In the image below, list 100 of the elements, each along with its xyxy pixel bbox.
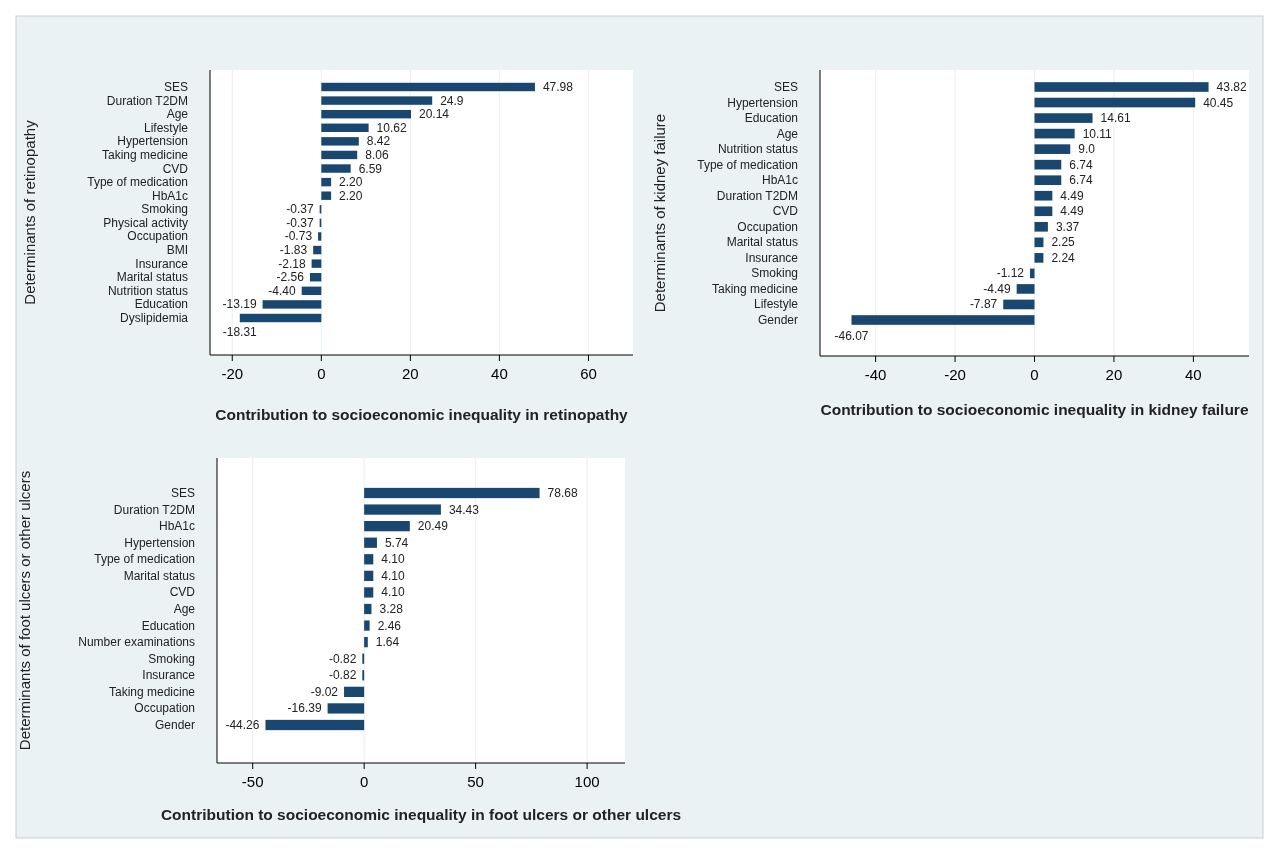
data-label: 9.0	[1078, 142, 1096, 157]
data-label: -46.07	[834, 328, 869, 343]
data-label: 10.11	[1082, 126, 1113, 141]
data-label: 4.10	[381, 568, 405, 583]
bar	[311, 259, 322, 268]
bar	[265, 719, 365, 731]
y-tick-label: CVD	[772, 204, 799, 219]
data-label: -0.37	[286, 215, 314, 230]
y-tick-label: Education	[744, 111, 798, 126]
data-label: -1.12	[996, 266, 1025, 281]
bar	[1034, 190, 1053, 201]
data-label: 47.98	[542, 80, 574, 94]
bar	[321, 109, 411, 119]
bar	[239, 313, 322, 323]
data-label: 3.37	[1055, 219, 1080, 234]
data-label: 8.42	[366, 134, 391, 149]
y-tick-label: SES	[773, 80, 798, 94]
data-label: 4.49	[1060, 204, 1085, 219]
y-tick-label: Age	[166, 107, 189, 122]
y-tick-label: Type of medication	[697, 157, 798, 172]
data-label: 10.62	[376, 120, 407, 135]
x-tick-label: 100	[574, 773, 600, 790]
y-tick-label: HbA1c	[151, 188, 188, 203]
y-tick-label: CVD	[162, 161, 189, 176]
data-label: 34.43	[448, 502, 480, 517]
y-tick-label: Education	[134, 297, 188, 312]
y-tick-label: Duration T2DM	[113, 502, 195, 517]
y-tick-label: Hypertension	[117, 134, 188, 149]
bar	[1034, 82, 1209, 92]
data-label: -2.56	[276, 270, 305, 285]
x-tick-label: 20	[402, 365, 419, 382]
bar	[344, 686, 365, 697]
y-tick-label: Insurance	[142, 668, 196, 683]
y-tick-label: Marital status	[726, 235, 798, 250]
y-tick-label: CVD	[169, 585, 196, 600]
bar	[321, 177, 332, 187]
x-tick-label: -20	[944, 366, 966, 383]
data-label: 2.24	[1051, 250, 1076, 265]
bar	[321, 96, 433, 105]
bar	[364, 487, 540, 499]
bar	[364, 587, 374, 598]
x-tick-label: 50	[467, 773, 484, 790]
y-tick-label: Insurance	[135, 256, 189, 271]
bar	[364, 603, 372, 615]
data-label: 2.20	[339, 175, 363, 190]
bar	[1034, 128, 1075, 139]
y-tick-label: Lifestyle	[753, 297, 799, 312]
y-tick-label: Gender	[757, 313, 798, 327]
bar	[364, 570, 374, 581]
x-tick-label: 40	[1185, 366, 1202, 383]
y-tick-label: Physical activity	[103, 215, 188, 230]
x-axis-title: Contribution to socioeconomic inequality in kidney failure	[820, 401, 1249, 418]
bar	[318, 232, 322, 241]
data-label: 2.20	[339, 188, 363, 203]
bar	[327, 703, 365, 714]
bar	[1034, 175, 1062, 186]
bar	[321, 191, 332, 200]
y-axis-title: Determinants of kidney failure	[651, 113, 668, 313]
data-label: 43.82	[1216, 80, 1247, 94]
x-axis-title: Contribution to socioeconomic inequality in retinopathy	[215, 406, 629, 423]
y-tick-label: Taking medicine	[108, 684, 196, 699]
bar	[321, 123, 369, 132]
x-axis-title: Contribution to socioeconomic inequality in foot ulcers or other ulcers	[160, 806, 682, 823]
data-label: -0.37	[286, 202, 314, 217]
y-tick-label: Number examinations	[78, 635, 195, 650]
bar	[1034, 206, 1053, 217]
data-label: -9.02	[310, 684, 339, 699]
y-tick-label: Marital status	[116, 270, 188, 285]
y-axis-title: Determinants of foot ulcers or other ulcers	[16, 470, 33, 751]
y-tick-label: Taking medicine	[101, 147, 189, 162]
y-tick-label: Smoking	[148, 651, 195, 666]
bar	[321, 82, 535, 92]
y-tick-label: Occupation	[134, 701, 195, 716]
data-label: -18.31	[222, 324, 258, 339]
y-tick-label: Duration T2DM	[716, 188, 798, 203]
data-label: 24.9	[440, 93, 464, 108]
y-tick-label: Smoking	[141, 202, 188, 217]
data-label: -7.87	[969, 297, 998, 312]
data-label: -13.19	[222, 297, 257, 312]
bar	[1034, 159, 1062, 170]
data-label: 5.74	[384, 535, 409, 550]
y-tick-label: HbA1c	[761, 173, 798, 188]
bar	[1034, 144, 1071, 154]
bar	[364, 554, 374, 565]
x-tick-label: -50	[241, 773, 264, 790]
y-tick-label: Nutrition status	[717, 142, 798, 157]
y-tick-label: Hypertension	[727, 95, 798, 110]
bar	[364, 521, 410, 532]
data-label: 78.68	[547, 486, 578, 500]
data-label: 20.49	[417, 519, 449, 534]
y-tick-label: Type of medication	[87, 175, 188, 190]
bar	[321, 137, 359, 146]
x-tick-label: 0	[1030, 366, 1039, 383]
y-tick-label: HbA1c	[158, 519, 195, 534]
data-label: -0.82	[328, 651, 357, 666]
data-label: 6.74	[1069, 173, 1093, 188]
bar	[301, 286, 322, 296]
bar	[1030, 268, 1035, 279]
bar	[851, 315, 1035, 325]
bar	[1016, 284, 1035, 294]
